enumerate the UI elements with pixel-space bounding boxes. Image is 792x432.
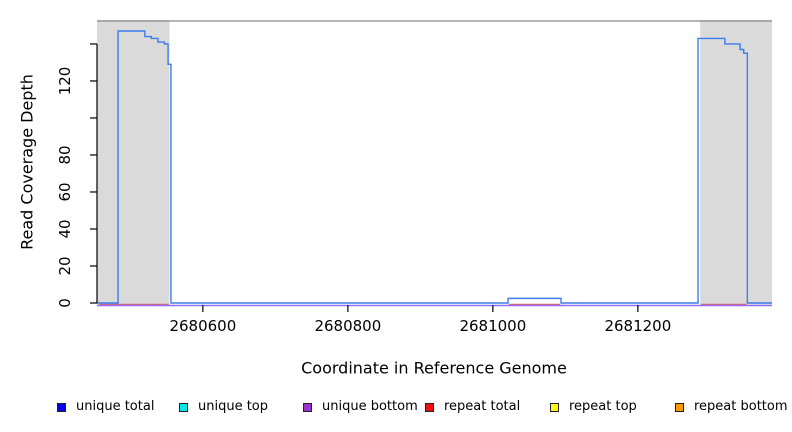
shaded-region: [97, 20, 170, 305]
y-tick-label: 60: [56, 182, 74, 201]
y-tick-label: 40: [56, 219, 74, 238]
y-tick-label: 120: [56, 67, 74, 96]
y-tick-label: 0: [56, 298, 74, 308]
x-tick-label: 2681000: [459, 317, 526, 335]
x-tick-label: 2681200: [604, 317, 671, 335]
shaded-region: [700, 20, 772, 305]
x-tick-label: 2680600: [169, 317, 236, 335]
x-axis-title: Coordinate in Reference Genome: [301, 358, 567, 378]
y-tick-label: 20: [56, 256, 74, 275]
x-tick-label: 2680800: [314, 317, 381, 335]
y-tick-label: 80: [56, 145, 74, 164]
series-unique-total: [97, 30, 772, 304]
y-axis-title: Read Coverage Depth: [17, 74, 37, 250]
